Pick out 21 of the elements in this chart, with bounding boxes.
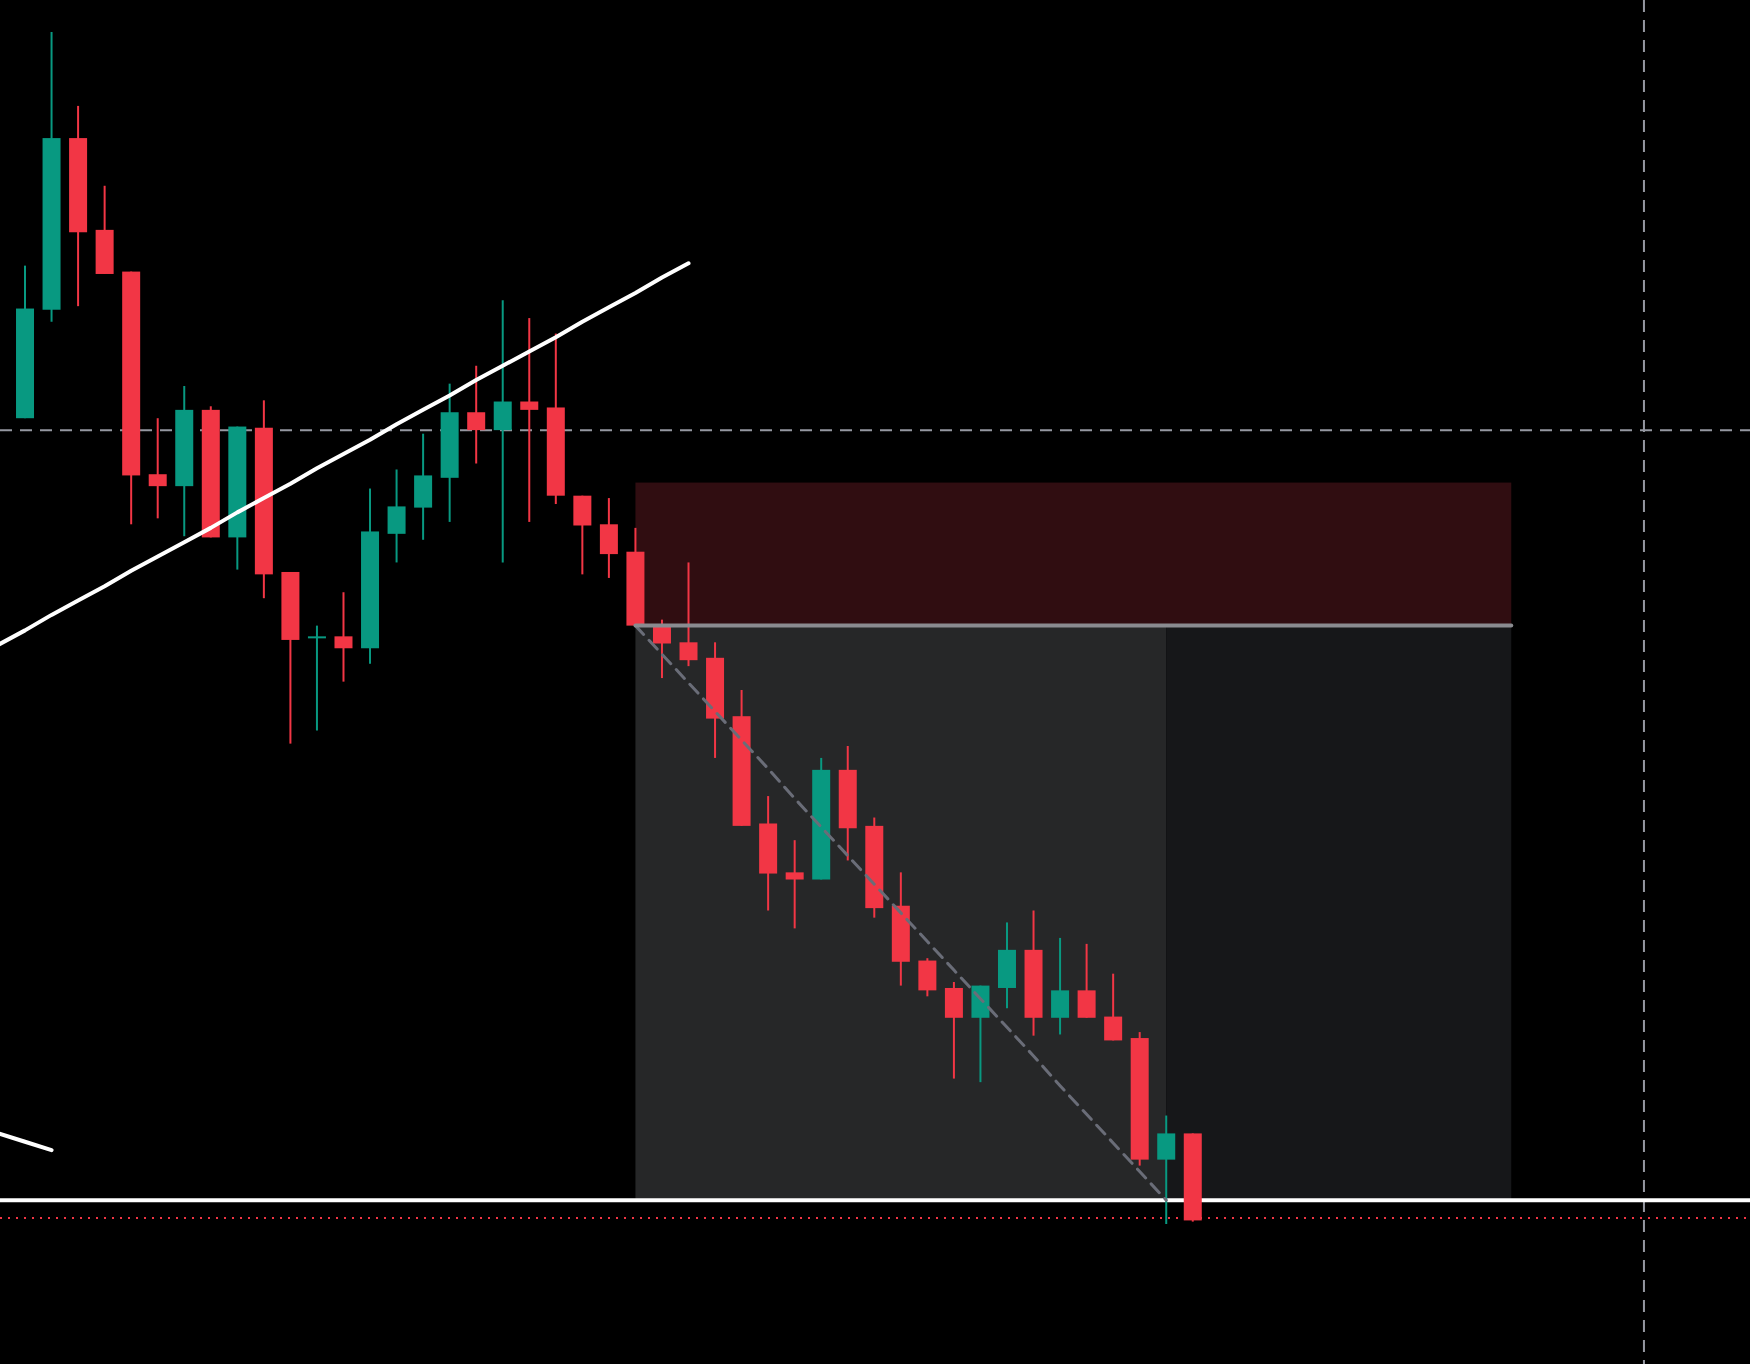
candlestick: [148, 417, 167, 520]
candlestick: [520, 317, 539, 523]
candlestick: [467, 364, 486, 465]
candlestick: [971, 984, 990, 1084]
candlestick: [944, 981, 963, 1080]
candlestick: [414, 432, 433, 541]
candlestick: [997, 921, 1016, 1010]
candlestick: [1104, 972, 1123, 1042]
candlestick: [599, 497, 618, 579]
candlestick: [785, 839, 804, 930]
candlestick: [307, 624, 326, 732]
candlestick: [1051, 936, 1070, 1036]
candlestick: [493, 299, 512, 564]
candlestick: [387, 468, 406, 564]
candlestick: [334, 591, 353, 683]
candlestick: [1077, 942, 1096, 1019]
candlestick: [95, 184, 114, 275]
candlestick: [918, 957, 937, 998]
candlestick: [573, 494, 592, 576]
candlestick: [1157, 1114, 1176, 1225]
candlestick: [679, 561, 698, 668]
